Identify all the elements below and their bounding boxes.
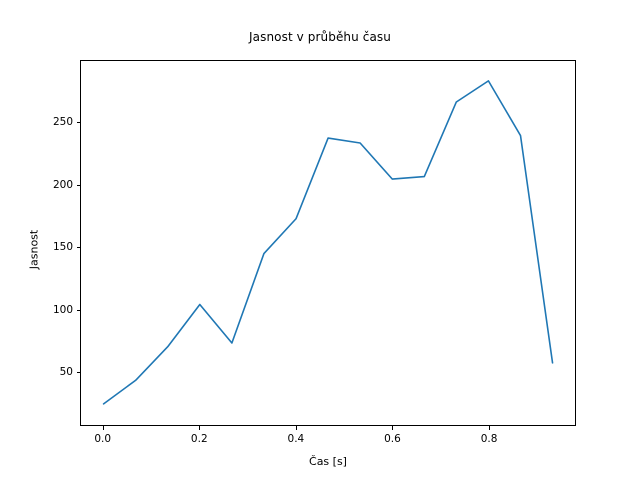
y-tick-mark (76, 372, 80, 374)
x-tick-mark (102, 426, 104, 430)
y-tick-mark (76, 184, 80, 186)
x-tick-label: 0.2 (190, 433, 208, 445)
line-series (102, 80, 554, 405)
x-tick-label: 0.6 (384, 433, 401, 445)
y-tick-label: 50 (59, 366, 73, 379)
x-tick-label: 0.0 (94, 433, 112, 445)
x-tick-mark (199, 426, 201, 430)
x-tick-label: 0.4 (287, 433, 305, 445)
y-tick-label: 200 (52, 178, 73, 191)
x-tick-label: 0.8 (480, 433, 498, 445)
series-polyline (102, 80, 554, 405)
y-axis-label: Jasnost (27, 229, 41, 270)
plot-area (80, 60, 576, 426)
x-tick-mark (295, 426, 297, 430)
y-tick-label: 150 (52, 241, 73, 254)
y-tick-mark (76, 122, 80, 124)
x-tick-mark (489, 426, 491, 430)
y-tick-mark (76, 309, 80, 311)
y-tick-label: 100 (52, 303, 73, 316)
x-axis-label: Čas [s] (309, 455, 347, 468)
chart-title: Jasnost v průběhu času (249, 30, 391, 44)
y-tick-mark (76, 247, 80, 249)
x-tick-mark (392, 426, 394, 430)
y-tick-label: 250 (52, 116, 73, 129)
